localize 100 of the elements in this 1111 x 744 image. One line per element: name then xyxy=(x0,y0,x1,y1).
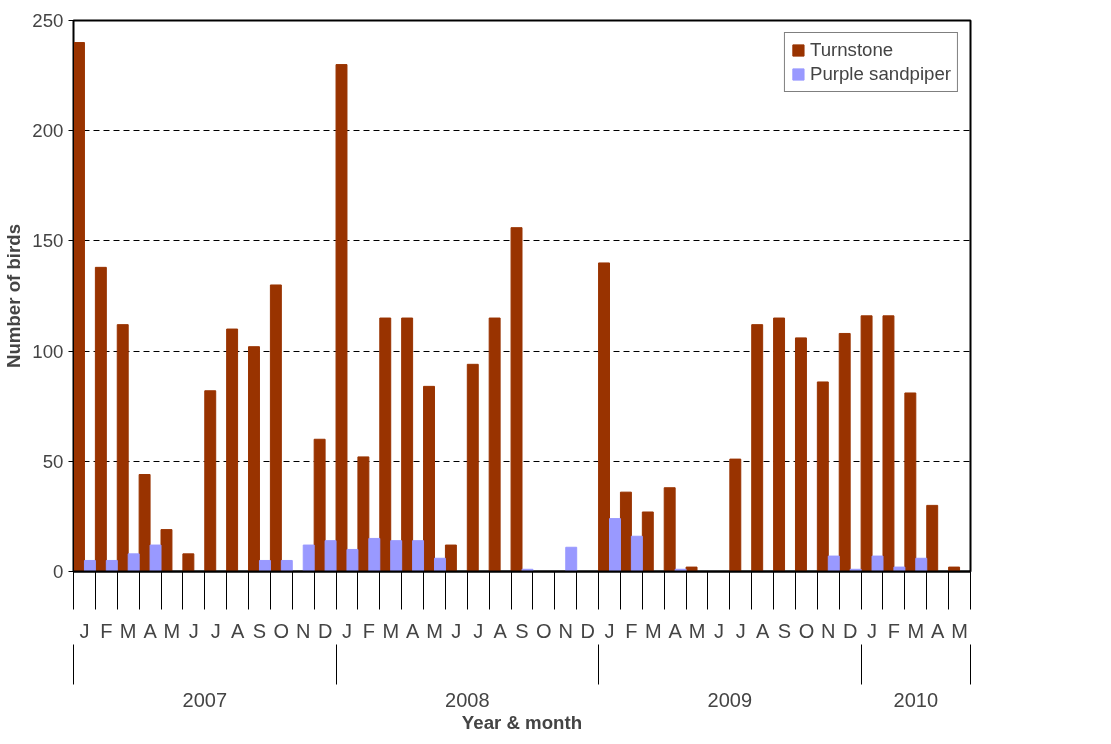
bar xyxy=(641,511,654,572)
x-tick-label: M xyxy=(688,619,706,642)
bar xyxy=(619,491,632,572)
bar xyxy=(488,317,501,572)
x-tick-label: A xyxy=(143,619,158,642)
x-tick-label: N xyxy=(821,619,836,642)
y-tick-label: 200 xyxy=(32,120,64,142)
bar xyxy=(751,324,764,572)
x-tick-label: O xyxy=(536,619,552,642)
bar xyxy=(773,317,786,572)
x-tick-label: J xyxy=(210,619,221,642)
bar xyxy=(816,381,829,572)
bar xyxy=(160,529,173,572)
bar xyxy=(324,540,337,572)
bar xyxy=(827,555,840,572)
bar xyxy=(904,392,917,572)
bar xyxy=(302,544,315,572)
bar xyxy=(248,346,260,572)
bar xyxy=(598,262,611,572)
x-tick-label: M xyxy=(951,619,968,642)
bar xyxy=(269,284,282,572)
bar xyxy=(204,390,217,572)
bar xyxy=(685,566,698,572)
text: 2010 xyxy=(893,688,939,711)
x-tick-label: D xyxy=(317,619,333,642)
x-axis-title: Year & month xyxy=(461,711,583,733)
x-tick-label: M xyxy=(644,619,662,642)
y-tick-label: 150 xyxy=(32,230,64,252)
bar xyxy=(83,559,96,572)
bar xyxy=(510,227,523,572)
text: 2007 xyxy=(182,688,228,711)
x-tick-label: A xyxy=(230,619,245,642)
x-tick-label: N xyxy=(558,619,573,642)
x-tick-label: A xyxy=(931,619,946,642)
bar xyxy=(915,557,928,572)
x-tick-label: J xyxy=(867,619,878,642)
bar xyxy=(182,553,195,572)
x-tick-label: A xyxy=(668,619,683,642)
x-tick-label: M xyxy=(426,619,443,642)
x-tick-label: J xyxy=(451,619,462,642)
bar xyxy=(335,64,348,572)
text: 2008 xyxy=(445,688,490,711)
bar xyxy=(466,363,479,572)
bar xyxy=(127,553,140,572)
bar xyxy=(860,315,873,572)
x-tick-label: F xyxy=(362,619,375,642)
bar xyxy=(794,337,807,572)
bar xyxy=(565,546,578,572)
x-tick-label: O xyxy=(798,619,815,642)
x-tick-label: J xyxy=(79,619,90,642)
x-tick-label: S xyxy=(252,619,267,642)
x-tick-label: J xyxy=(735,619,746,642)
y-tick-label: 250 xyxy=(32,10,64,31)
bar xyxy=(346,548,359,572)
bar xyxy=(423,385,435,572)
y-axis-title: Number of birds xyxy=(3,223,25,369)
bar xyxy=(412,540,425,572)
y-tick-label: 100 xyxy=(32,340,64,362)
x-tick-label: A xyxy=(405,619,420,642)
bar xyxy=(313,438,326,572)
x-tick-label: J xyxy=(341,619,352,642)
bar xyxy=(357,456,370,572)
bar xyxy=(73,42,85,572)
bar xyxy=(926,504,939,572)
legend-label: Turnstone xyxy=(809,39,894,61)
bar xyxy=(149,544,162,572)
bar xyxy=(663,487,676,572)
y-tick-label: 50 xyxy=(42,450,64,472)
bar xyxy=(948,566,961,572)
bar xyxy=(444,544,457,572)
x-tick-label: F xyxy=(100,619,113,642)
bar xyxy=(368,537,381,572)
x-tick-label: F xyxy=(887,619,901,642)
bar xyxy=(105,559,118,572)
bar xyxy=(871,555,884,572)
bar xyxy=(433,557,446,572)
x-tick-label: D xyxy=(842,619,858,642)
bar xyxy=(94,266,107,572)
x-tick-label: A xyxy=(493,619,508,642)
x-tick-label: M xyxy=(907,619,925,642)
bar xyxy=(729,458,742,572)
bar xyxy=(379,317,392,572)
x-tick-label: J xyxy=(188,619,199,642)
x-tick-label: S xyxy=(515,619,529,642)
bar xyxy=(882,315,895,572)
x-tick-label: M xyxy=(119,619,137,642)
x-tick-label: D xyxy=(580,619,595,642)
y-tick-label: 0 xyxy=(53,561,64,582)
x-tick-label: J xyxy=(473,619,484,642)
x-tick-label: N xyxy=(296,619,311,642)
text: 2009 xyxy=(707,688,753,711)
x-tick-label: F xyxy=(625,619,638,642)
bar xyxy=(116,324,129,572)
bar xyxy=(630,535,643,572)
bar xyxy=(838,332,851,572)
x-tick-label: O xyxy=(273,619,290,642)
bar xyxy=(390,540,403,572)
legend-label: Purple sandpiper xyxy=(809,63,951,85)
bar xyxy=(893,566,906,572)
x-tick-label: J xyxy=(713,619,724,642)
